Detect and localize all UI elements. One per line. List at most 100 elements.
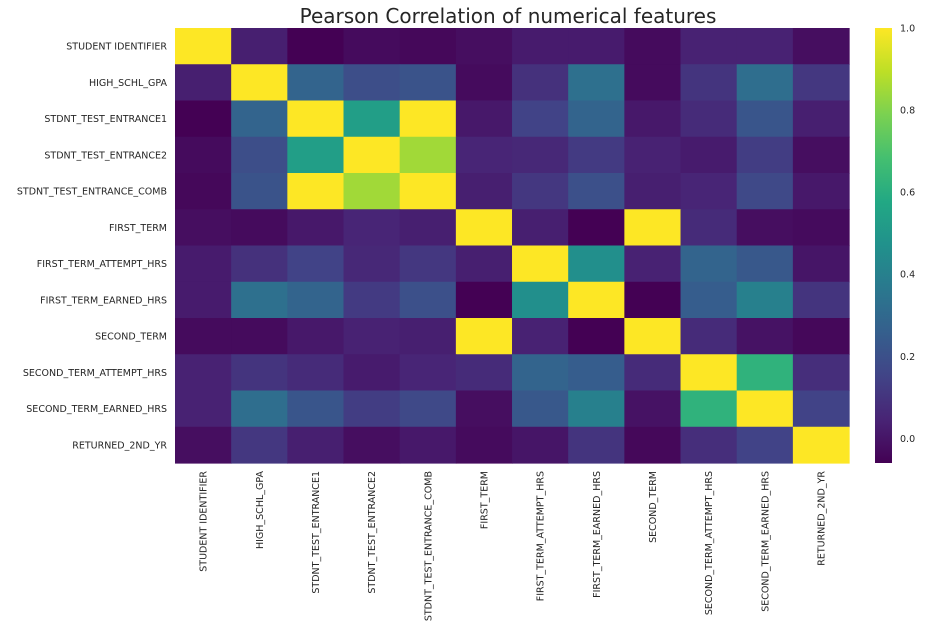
x-tick-label: FIRST_TERM_ATTEMPT_HRS (536, 471, 547, 601)
heatmap-cell (287, 136, 345, 174)
heatmap-cell (343, 100, 401, 138)
heatmap-cell (680, 64, 738, 102)
heatmap-cell (287, 354, 345, 392)
heatmap-cell (455, 173, 513, 210)
heatmap-cell (568, 209, 625, 247)
heatmap-cell (736, 64, 794, 102)
heatmap-cell (343, 426, 401, 464)
heatmap-cell (624, 136, 682, 174)
colorbar-gradient (875, 28, 892, 463)
heatmap-cell (287, 209, 345, 247)
heatmap-cell (792, 390, 850, 428)
y-tick-label: SECOND_TERM (95, 332, 167, 343)
x-axis-tick-labels: STUDENT IDENTIFIER HIGH_SCHL_GPA STDNT_TES… (199, 471, 828, 622)
heatmap-cell (624, 245, 682, 283)
heatmap-cells (175, 28, 850, 464)
heatmap-cell (736, 281, 794, 319)
heatmap-cell (680, 245, 738, 283)
heatmap-cell (792, 245, 850, 283)
colorbar-tick-label: 0.4 (900, 270, 915, 281)
colorbar-tick-label: 0.8 (900, 106, 915, 117)
heatmap-cell (399, 281, 457, 319)
heatmap-cell (399, 100, 457, 138)
heatmap-cell (287, 390, 345, 428)
heatmap-cell (399, 209, 457, 247)
heatmap-cell (568, 173, 625, 210)
heatmap-cell (624, 28, 682, 65)
heatmap-cell (512, 64, 569, 102)
heatmap-cell (455, 281, 513, 319)
heatmap-cell (568, 100, 625, 138)
heatmap-cell (568, 354, 625, 392)
heatmap-cell (287, 64, 345, 102)
heatmap-cell (512, 173, 569, 210)
y-tick-label: SECOND_TERM_ATTEMPT_HRS (23, 368, 167, 379)
colorbar-tick-label: 1.0 (900, 24, 915, 35)
heatmap-cell (736, 173, 794, 210)
chart-title: Pearson Correlation of numerical feature… (300, 4, 717, 28)
heatmap-cell (287, 245, 345, 283)
heatmap-cell (792, 173, 850, 210)
heatmap-cell (343, 209, 401, 247)
y-tick-label: STDNT_TEST_ENTRANCE2 (44, 150, 167, 161)
y-tick-label: SECOND_TERM_EARNED_HRS (26, 404, 167, 415)
heatmap-cell (399, 173, 457, 210)
y-tick-label: FIRST_TERM_ATTEMPT_HRS (37, 259, 167, 270)
heatmap-cell (455, 28, 513, 65)
heatmap-cell (399, 318, 457, 355)
heatmap-cell (175, 64, 232, 102)
heatmap-cell (343, 28, 401, 65)
heatmap-cell (512, 209, 569, 247)
x-tick-label: SECOND_TERM_EARNED_HRS (760, 471, 771, 612)
colorbar: 0.0 0.2 0.4 0.6 0.8 1.0 (875, 24, 915, 463)
heatmap-cell (792, 100, 850, 138)
heatmap-cell (343, 354, 401, 392)
heatmap-cell (736, 318, 794, 355)
heatmap-cell (624, 209, 682, 247)
colorbar-tick-label: 0.6 (900, 188, 915, 199)
heatmap-cell (624, 64, 682, 102)
heatmap-cell (231, 354, 288, 392)
heatmap-cell (175, 318, 232, 355)
heatmap-cell (231, 390, 288, 428)
heatmap-cell (175, 426, 232, 464)
y-tick-label: STUDENT IDENTIFIER (66, 42, 167, 53)
colorbar-tick-label: 0.0 (900, 434, 915, 445)
heatmap-cell (175, 390, 232, 428)
heatmap-cell (680, 136, 738, 174)
heatmap-cell (512, 100, 569, 138)
heatmap-cell (455, 100, 513, 138)
heatmap-cell (175, 100, 232, 138)
heatmap-cell (399, 354, 457, 392)
heatmap-cell (624, 318, 682, 355)
heatmap-cell (287, 318, 345, 355)
x-tick-label: STDNT_TEST_ENTRANCE2 (367, 471, 378, 594)
heatmap-cell (624, 390, 682, 428)
heatmap-cell (680, 354, 738, 392)
heatmap-cell (455, 245, 513, 283)
heatmap-cell (399, 136, 457, 174)
heatmap-cell (455, 426, 513, 464)
heatmap-cell (231, 281, 288, 319)
heatmap-cell (512, 426, 569, 464)
y-tick-label: HIGH_SCHL_GPA (89, 78, 168, 89)
heatmap-cell (680, 100, 738, 138)
heatmap-cell (512, 318, 569, 355)
y-tick-label: STDNT_TEST_ENTRANCE1 (44, 114, 167, 125)
heatmap-cell (231, 173, 288, 210)
heatmap-cell (624, 354, 682, 392)
heatmap-cell (343, 136, 401, 174)
heatmap-cell (231, 245, 288, 283)
heatmap-cell (512, 281, 569, 319)
heatmap-cell (231, 209, 288, 247)
heatmap-cell (624, 281, 682, 319)
heatmap-cell (680, 28, 738, 65)
heatmap-cell (399, 28, 457, 65)
heatmap-cell (736, 136, 794, 174)
heatmap-cell (680, 426, 738, 464)
heatmap-cell (792, 426, 850, 464)
x-tick-label: FIRST_TERM_EARNED_HRS (592, 471, 603, 598)
heatmap-cell (399, 390, 457, 428)
y-tick-label: STDNT_TEST_ENTRANCE_COMB (17, 187, 167, 198)
x-tick-label: HIGH_SCHL_GPA (255, 471, 266, 550)
